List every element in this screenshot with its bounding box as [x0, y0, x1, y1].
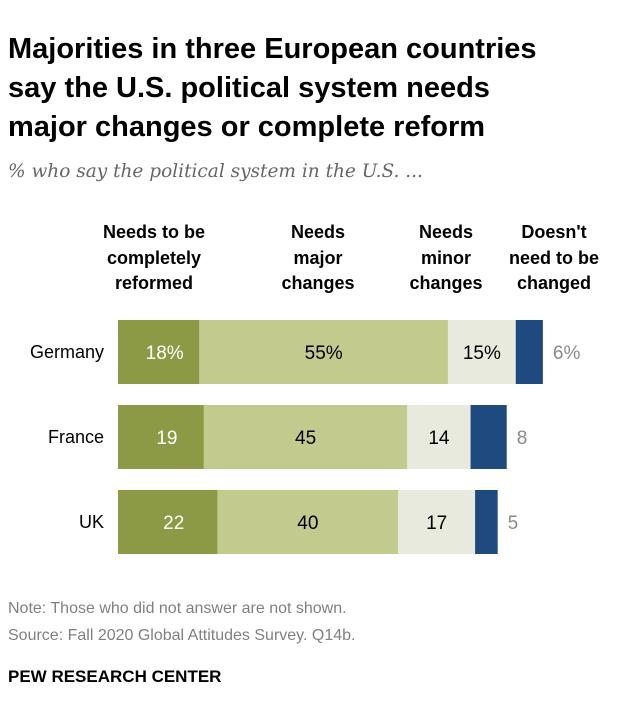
stacked-bar-chart: Germany 18% 55% 15% 6% France 19 45 14 8 UK 22 40 17 5 [30, 320, 581, 554]
bar-segment-major [199, 320, 448, 384]
bar-segment-reformed [118, 405, 204, 469]
data-label-reformed: 19 [156, 428, 177, 449]
bar-segment-minor [447, 320, 516, 384]
chart-note: Note: Those who did not answer are not s… [8, 600, 347, 617]
data-label-reformed: 22 [163, 513, 184, 534]
chart-title: Majorities in three European countries s… [8, 30, 608, 147]
data-label-reformed: 18% [146, 343, 184, 364]
bar-segment-reformed [118, 320, 200, 384]
chart-source: Source: Fall 2020 Global Attitudes Surve… [8, 627, 356, 644]
category-label: UK [79, 512, 104, 532]
brand-logo-text: PEW RESEARCH CENTER [8, 667, 222, 686]
header-completely-reformed: Needs to be completely reformed [102, 222, 206, 293]
bar-segment-not-changed [515, 320, 543, 384]
data-label-not-changed: 8 [517, 428, 528, 449]
chart-subtitle: % who say the political system in the U.… [8, 161, 423, 182]
bar-segment-major [203, 405, 408, 469]
data-label-major: 55% [305, 343, 343, 364]
bar-segment-minor [398, 490, 476, 554]
bar-segment-major [217, 490, 399, 554]
bar-segment-minor [407, 405, 471, 469]
data-label-minor: 17 [426, 513, 447, 534]
header-not-changed: Doesn't need to be changed [508, 222, 599, 293]
data-label-not-changed: 6% [553, 343, 581, 364]
title-line: Majorities in three European countries [8, 33, 537, 65]
bar-segment-reformed [118, 490, 218, 554]
category-label: Germany [30, 342, 104, 362]
bar-segment-not-changed [475, 490, 498, 554]
title-line: major changes or complete reform [8, 111, 486, 143]
data-label-major: 40 [297, 513, 318, 534]
bar-segment-not-changed [470, 405, 507, 469]
category-label: France [48, 427, 104, 447]
data-label-minor: 15% [463, 343, 501, 364]
data-label-not-changed: 5 [508, 513, 519, 534]
title-line: say the U.S. political system needs [8, 72, 490, 104]
data-label-major: 45 [295, 428, 316, 449]
data-label-minor: 14 [428, 428, 450, 449]
header-major-changes: Needs major changes [281, 222, 355, 293]
header-minor-changes: Needs minor changes [409, 222, 483, 293]
